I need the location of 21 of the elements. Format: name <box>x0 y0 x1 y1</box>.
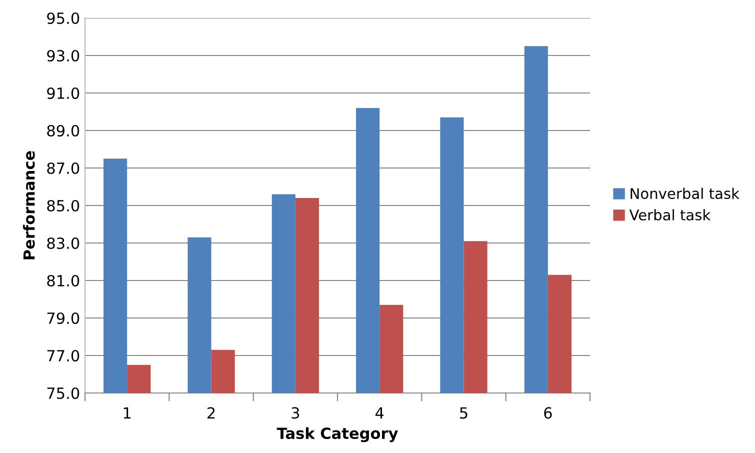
x-tick-label: 4 <box>375 407 384 418</box>
y-tick-label: 89.0 <box>47 124 80 137</box>
x-tick-label: 5 <box>460 407 468 419</box>
x-tick-label: 6 <box>544 407 552 419</box>
y-tick-label: 93.0 <box>47 50 80 62</box>
y-axis-title: Performance <box>23 151 35 260</box>
y-tick-label: 81.0 <box>47 274 80 287</box>
x-tick-label: 2 <box>208 407 215 418</box>
y-tick-label: 95.0 <box>47 12 80 24</box>
y-tick-label: 75.0 <box>47 387 80 400</box>
y-tick-label: 85.0 <box>47 200 80 212</box>
y-tick-label: 91.0 <box>47 87 80 100</box>
x-tick-label: 3 <box>292 407 300 419</box>
y-tick-label: 77.0 <box>47 350 80 362</box>
y-tick-label: 83.0 <box>47 237 80 250</box>
legend-label: Verbal task <box>629 209 711 220</box>
y-tick-label: 79.0 <box>47 312 80 324</box>
y-tick-label: 87.0 <box>47 162 80 174</box>
x-axis-title: Task Category <box>276 427 398 442</box>
x-tick-label: 1 <box>124 407 131 418</box>
legend-label: Nonverbal task <box>630 188 740 200</box>
